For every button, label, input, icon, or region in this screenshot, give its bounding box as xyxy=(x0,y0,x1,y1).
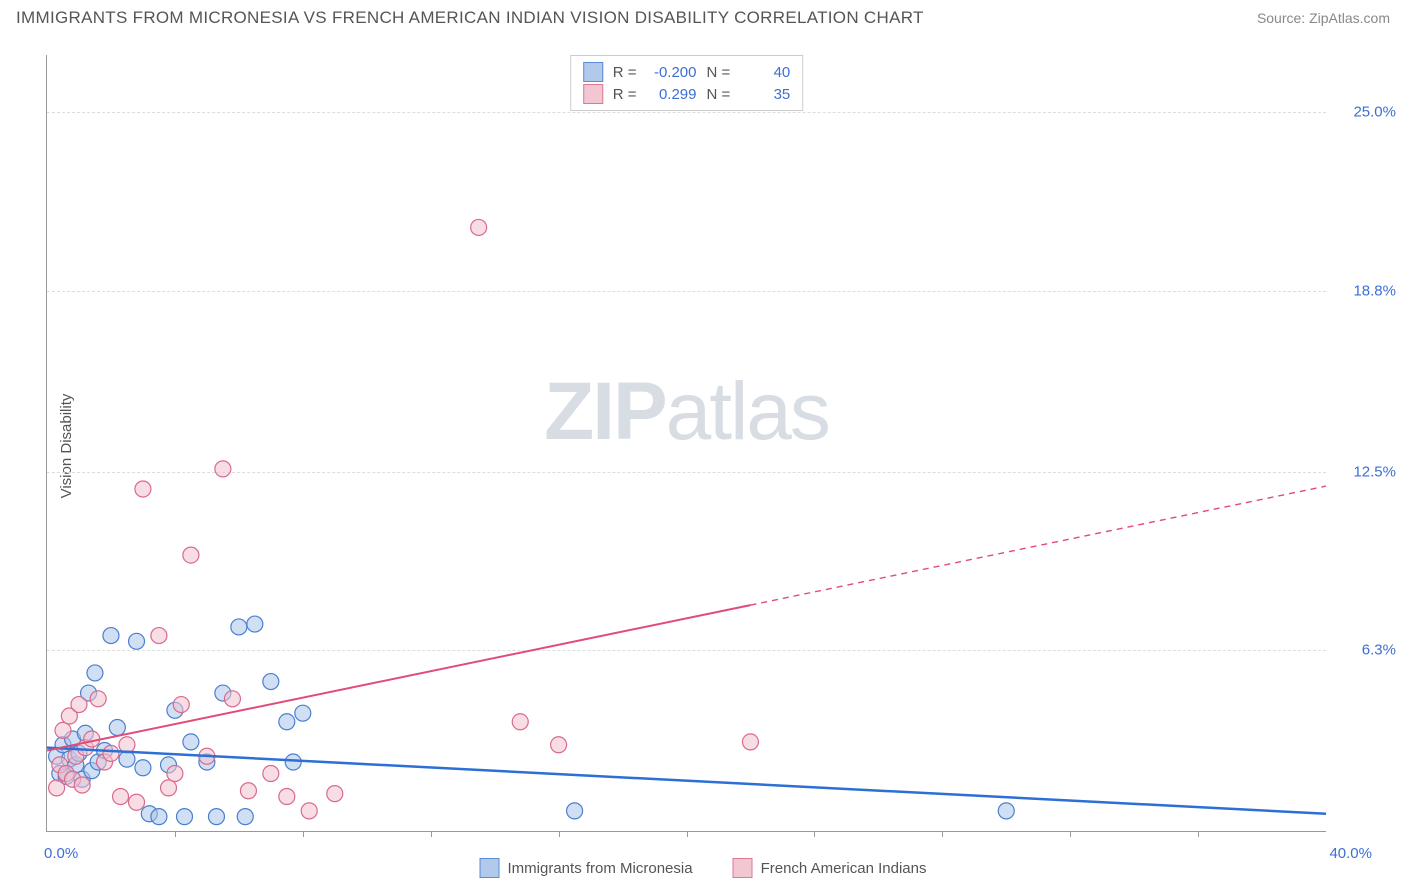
data-point xyxy=(279,714,295,730)
data-point xyxy=(90,691,106,707)
series-legend: Immigrants from Micronesia French Americ… xyxy=(480,858,927,878)
data-point xyxy=(285,754,301,770)
chart-source: Source: ZipAtlas.com xyxy=(1257,10,1390,26)
data-point xyxy=(151,628,167,644)
scatter-plot-svg xyxy=(47,55,1326,831)
legend-row-series-2: R = 0.299 N = 35 xyxy=(583,83,791,105)
trend-line xyxy=(47,748,1326,814)
data-point xyxy=(151,809,167,825)
data-point xyxy=(240,783,256,799)
n-label: N = xyxy=(707,86,731,103)
data-point xyxy=(247,616,263,632)
data-point xyxy=(74,777,90,793)
data-point xyxy=(208,809,224,825)
data-point xyxy=(176,809,192,825)
data-point xyxy=(551,737,567,753)
data-point xyxy=(183,734,199,750)
data-point xyxy=(279,789,295,805)
data-point xyxy=(263,674,279,690)
chart-header: IMMIGRANTS FROM MICRONESIA VS FRENCH AME… xyxy=(0,0,1406,32)
n-label: N = xyxy=(707,64,731,81)
data-point xyxy=(224,691,240,707)
data-point xyxy=(109,720,125,736)
data-point xyxy=(129,633,145,649)
r-value-series-2: 0.299 xyxy=(647,86,697,103)
legend-item-series-2: French American Indians xyxy=(733,858,927,878)
data-point xyxy=(161,780,177,796)
chart-title: IMMIGRANTS FROM MICRONESIA VS FRENCH AME… xyxy=(16,8,924,28)
data-point xyxy=(471,219,487,235)
legend-swatch-series-1 xyxy=(480,858,500,878)
legend-swatch-series-1 xyxy=(583,62,603,82)
data-point xyxy=(167,766,183,782)
chart-plot-area: ZIPatlas 6.3%12.5%18.8%25.0% R = -0.200 … xyxy=(46,55,1326,832)
r-label: R = xyxy=(613,86,637,103)
data-point xyxy=(135,481,151,497)
data-point xyxy=(998,803,1014,819)
data-point xyxy=(742,734,758,750)
n-value-series-1: 40 xyxy=(740,64,790,81)
y-tick-label: 6.3% xyxy=(1336,641,1396,658)
legend-swatch-series-2 xyxy=(733,858,753,878)
data-point xyxy=(49,780,65,796)
series-1-name: Immigrants from Micronesia xyxy=(508,860,693,877)
y-tick-label: 18.8% xyxy=(1336,282,1396,299)
data-point xyxy=(327,786,343,802)
data-point xyxy=(215,461,231,477)
data-point xyxy=(103,745,119,761)
r-label: R = xyxy=(613,64,637,81)
data-point xyxy=(113,789,129,805)
data-point xyxy=(71,697,87,713)
data-point xyxy=(129,794,145,810)
data-point xyxy=(55,722,71,738)
data-point xyxy=(103,628,119,644)
x-axis-min-label: 0.0% xyxy=(44,845,78,862)
data-point xyxy=(301,803,317,819)
y-tick-label: 25.0% xyxy=(1336,104,1396,121)
data-point xyxy=(173,697,189,713)
correlation-legend: R = -0.200 N = 40 R = 0.299 N = 35 xyxy=(570,55,804,111)
data-point xyxy=(237,809,253,825)
data-point xyxy=(567,803,583,819)
data-point xyxy=(512,714,528,730)
data-point xyxy=(119,751,135,767)
data-point xyxy=(87,665,103,681)
data-point xyxy=(295,705,311,721)
series-2-name: French American Indians xyxy=(761,860,927,877)
data-point xyxy=(135,760,151,776)
legend-row-series-1: R = -0.200 N = 40 xyxy=(583,61,791,83)
legend-item-series-1: Immigrants from Micronesia xyxy=(480,858,693,878)
data-point xyxy=(84,731,100,747)
n-value-series-2: 35 xyxy=(740,86,790,103)
x-axis-max-label: 40.0% xyxy=(1329,845,1372,862)
trend-line-extrapolated xyxy=(750,486,1326,605)
legend-swatch-series-2 xyxy=(583,84,603,104)
y-tick-label: 12.5% xyxy=(1336,463,1396,480)
data-point xyxy=(183,547,199,563)
r-value-series-1: -0.200 xyxy=(647,64,697,81)
data-point xyxy=(263,766,279,782)
data-point xyxy=(231,619,247,635)
trend-line xyxy=(47,605,750,750)
